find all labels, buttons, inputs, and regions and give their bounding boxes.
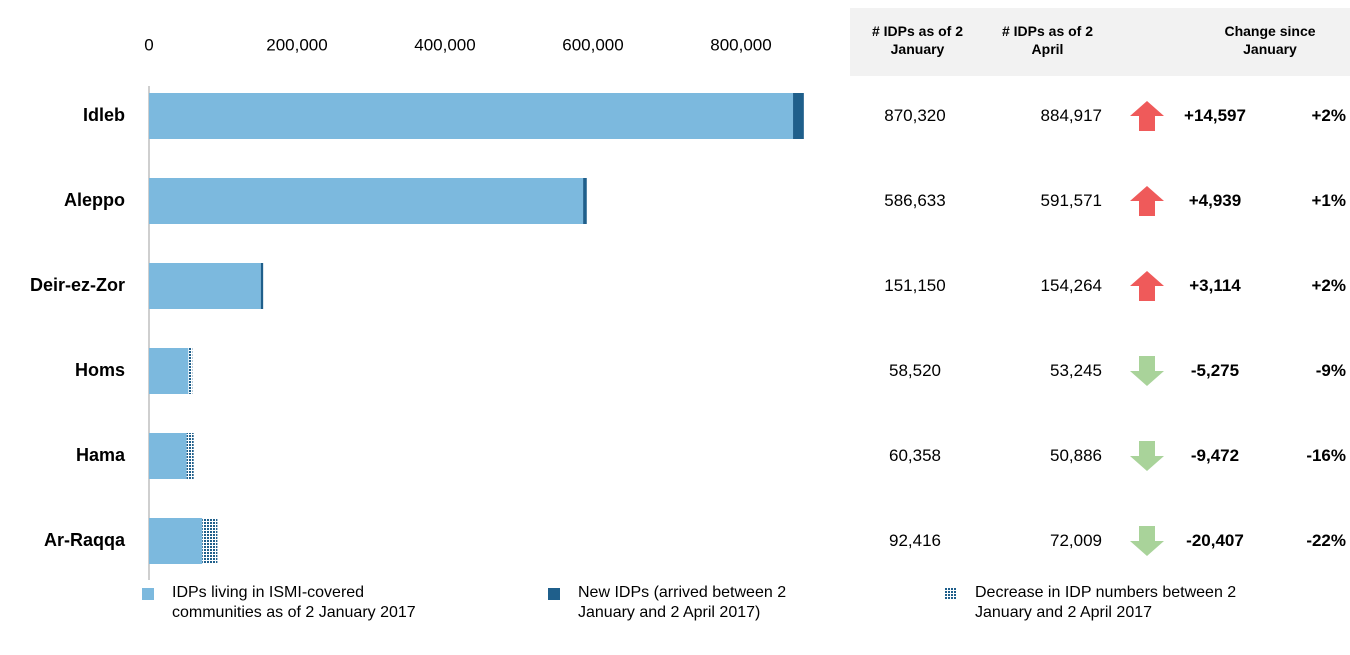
cell-percent: +2%: [1311, 106, 1347, 125]
x-tick-label: 800,000: [710, 35, 771, 54]
bar-segment: [149, 518, 203, 564]
cell-april: 50,886: [1050, 446, 1102, 465]
legend-swatch: [142, 588, 154, 600]
cell-change: -5,275: [1190, 361, 1240, 380]
table-header: Change since January: [1224, 23, 1316, 57]
bar-segment: [149, 263, 261, 309]
category-label: Aleppo: [64, 190, 125, 210]
x-tick-label: 600,000: [562, 35, 623, 54]
x-tick-label: 200,000: [266, 35, 327, 54]
cell-january: 586,633: [884, 191, 946, 210]
arrow-up: [1130, 271, 1164, 301]
cell-april: 53,245: [1050, 361, 1102, 380]
bar-segment: [149, 178, 584, 224]
legend-label: Decrease in IDP numbers between 2 Januar…: [975, 584, 1237, 621]
cell-percent: -22%: [1306, 531, 1346, 550]
cell-change: +14,597: [1184, 106, 1246, 125]
cell-percent: +2%: [1311, 276, 1347, 295]
cell-percent: -9%: [1315, 361, 1346, 380]
category-label: Hama: [76, 445, 126, 465]
bar-segment: [260, 263, 264, 309]
cell-january: 58,520: [889, 361, 941, 380]
bar-segment: [149, 433, 187, 479]
arrow-up: [1130, 186, 1164, 216]
cell-january: 151,150: [884, 276, 946, 295]
cell-change: -20,407: [1186, 531, 1244, 550]
bar-segment: [202, 518, 218, 564]
cell-percent: -16%: [1306, 446, 1346, 465]
cell-april: 591,571: [1040, 191, 1102, 210]
category-label: Ar-Raqqa: [44, 530, 126, 550]
legend-label: New IDPs (arrived between 2 January and …: [578, 584, 787, 621]
table-header: # IDPs as of 2 April: [1001, 23, 1094, 57]
cell-april: 154,264: [1040, 276, 1102, 295]
bar-segment: [149, 348, 189, 394]
cell-change: -9,472: [1190, 446, 1240, 465]
table-header: # IDPs as of 2 January: [871, 23, 964, 57]
category-label: Idleb: [83, 105, 125, 125]
category-label: Deir-ez-Zor: [30, 275, 125, 295]
legend-label: IDPs living in ISMI-covered communities …: [172, 584, 416, 621]
cell-january: 870,320: [884, 106, 946, 125]
legend-swatch: [548, 588, 560, 600]
cell-april: 884,917: [1040, 106, 1102, 125]
cell-change: +3,114: [1189, 276, 1241, 295]
cell-january: 92,416: [889, 531, 941, 550]
x-tick-label: 0: [144, 35, 153, 54]
arrow-up: [1130, 101, 1164, 131]
cell-april: 72,009: [1050, 531, 1102, 550]
category-label: Homs: [75, 360, 125, 380]
arrow-down: [1130, 356, 1164, 386]
table-header-bg: [850, 8, 1350, 76]
arrow-down: [1130, 441, 1164, 471]
cell-change: +4,939: [1188, 191, 1242, 210]
cell-percent: +1%: [1311, 191, 1347, 210]
cell-january: 60,358: [889, 446, 941, 465]
bar-segment: [583, 178, 587, 224]
bar-segment: [149, 93, 794, 139]
bar-segment: [186, 433, 194, 479]
bar-segment: [188, 348, 193, 394]
bar-segment: [793, 93, 804, 139]
arrow-down: [1130, 526, 1164, 556]
x-tick-label: 400,000: [414, 35, 475, 54]
legend-swatch: [945, 588, 957, 600]
